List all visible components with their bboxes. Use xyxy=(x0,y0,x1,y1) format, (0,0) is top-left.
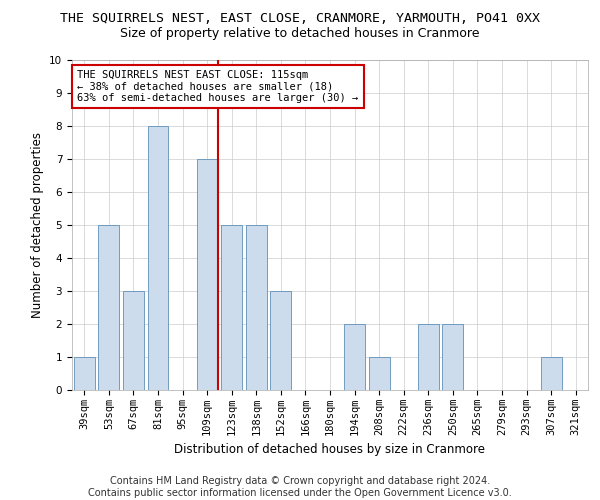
Bar xyxy=(418,324,439,390)
Bar xyxy=(442,324,463,390)
Text: THE SQUIRRELS NEST, EAST CLOSE, CRANMORE, YARMOUTH, PO41 0XX: THE SQUIRRELS NEST, EAST CLOSE, CRANMORE… xyxy=(60,12,540,26)
Bar xyxy=(271,291,292,390)
Bar xyxy=(148,126,169,390)
Text: THE SQUIRRELS NEST EAST CLOSE: 115sqm
← 38% of detached houses are smaller (18)
: THE SQUIRRELS NEST EAST CLOSE: 115sqm ← … xyxy=(77,70,358,103)
Text: Contains HM Land Registry data © Crown copyright and database right 2024.
Contai: Contains HM Land Registry data © Crown c… xyxy=(88,476,512,498)
Bar xyxy=(74,357,95,390)
Text: Size of property relative to detached houses in Cranmore: Size of property relative to detached ho… xyxy=(120,28,480,40)
Bar xyxy=(221,225,242,390)
Bar xyxy=(197,159,218,390)
Y-axis label: Number of detached properties: Number of detached properties xyxy=(31,132,44,318)
Bar xyxy=(541,357,562,390)
X-axis label: Distribution of detached houses by size in Cranmore: Distribution of detached houses by size … xyxy=(175,444,485,456)
Bar xyxy=(98,225,119,390)
Bar xyxy=(368,357,389,390)
Bar xyxy=(344,324,365,390)
Bar xyxy=(246,225,267,390)
Bar xyxy=(123,291,144,390)
